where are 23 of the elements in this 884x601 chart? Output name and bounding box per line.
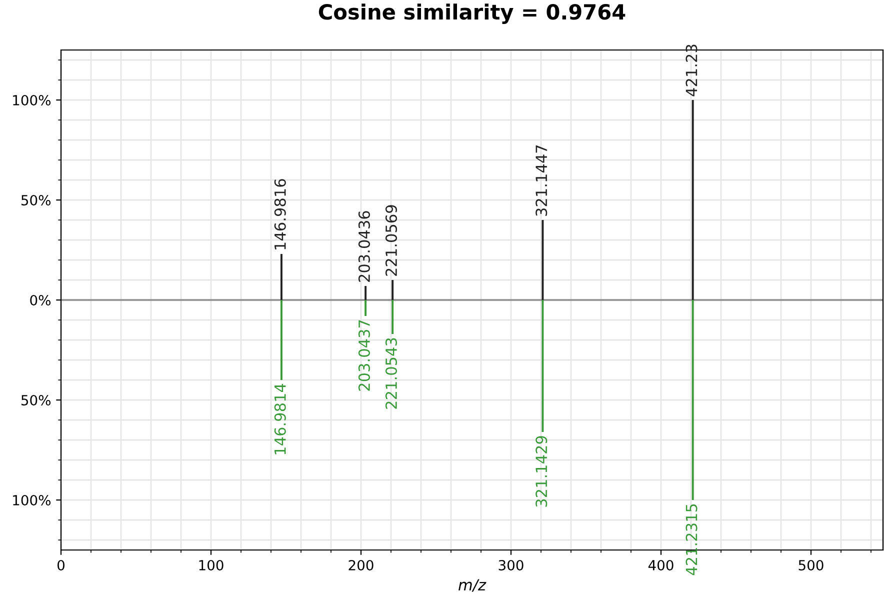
x-tick-label: 0 <box>57 560 64 570</box>
annotation: 321.1429 <box>536 436 548 507</box>
annotation: 146.9814 <box>274 384 286 454</box>
annotation: 321.1447 <box>536 145 548 216</box>
x-tick-label: 300 <box>498 560 524 570</box>
y-tick-label: 0% <box>30 294 51 306</box>
annotation: 421.2315 <box>686 504 698 576</box>
y-tick-label: 100% <box>13 94 51 106</box>
annotation: 221.0569 <box>385 205 398 276</box>
x-axis-title: m/z <box>458 579 486 592</box>
x-tick-label: 400 <box>648 560 674 570</box>
x-tick-label: 500 <box>798 560 824 570</box>
annotation: 421.23 <box>686 44 698 96</box>
x-tick-label: 100 <box>199 560 224 570</box>
annotation: 146.9816 <box>274 179 286 250</box>
annotation: 221.0543 <box>385 338 398 409</box>
chart-title: Cosine similarity = 0.9764 <box>318 4 626 24</box>
y-tick-label: 100% <box>13 494 51 506</box>
y-tick-label: 50% <box>21 394 51 406</box>
annotation: 203.0437 <box>358 320 370 391</box>
y-tick-label: 50% <box>21 194 51 206</box>
x-tick-label: 200 <box>348 560 374 570</box>
annotation: 203.0436 <box>358 211 370 282</box>
